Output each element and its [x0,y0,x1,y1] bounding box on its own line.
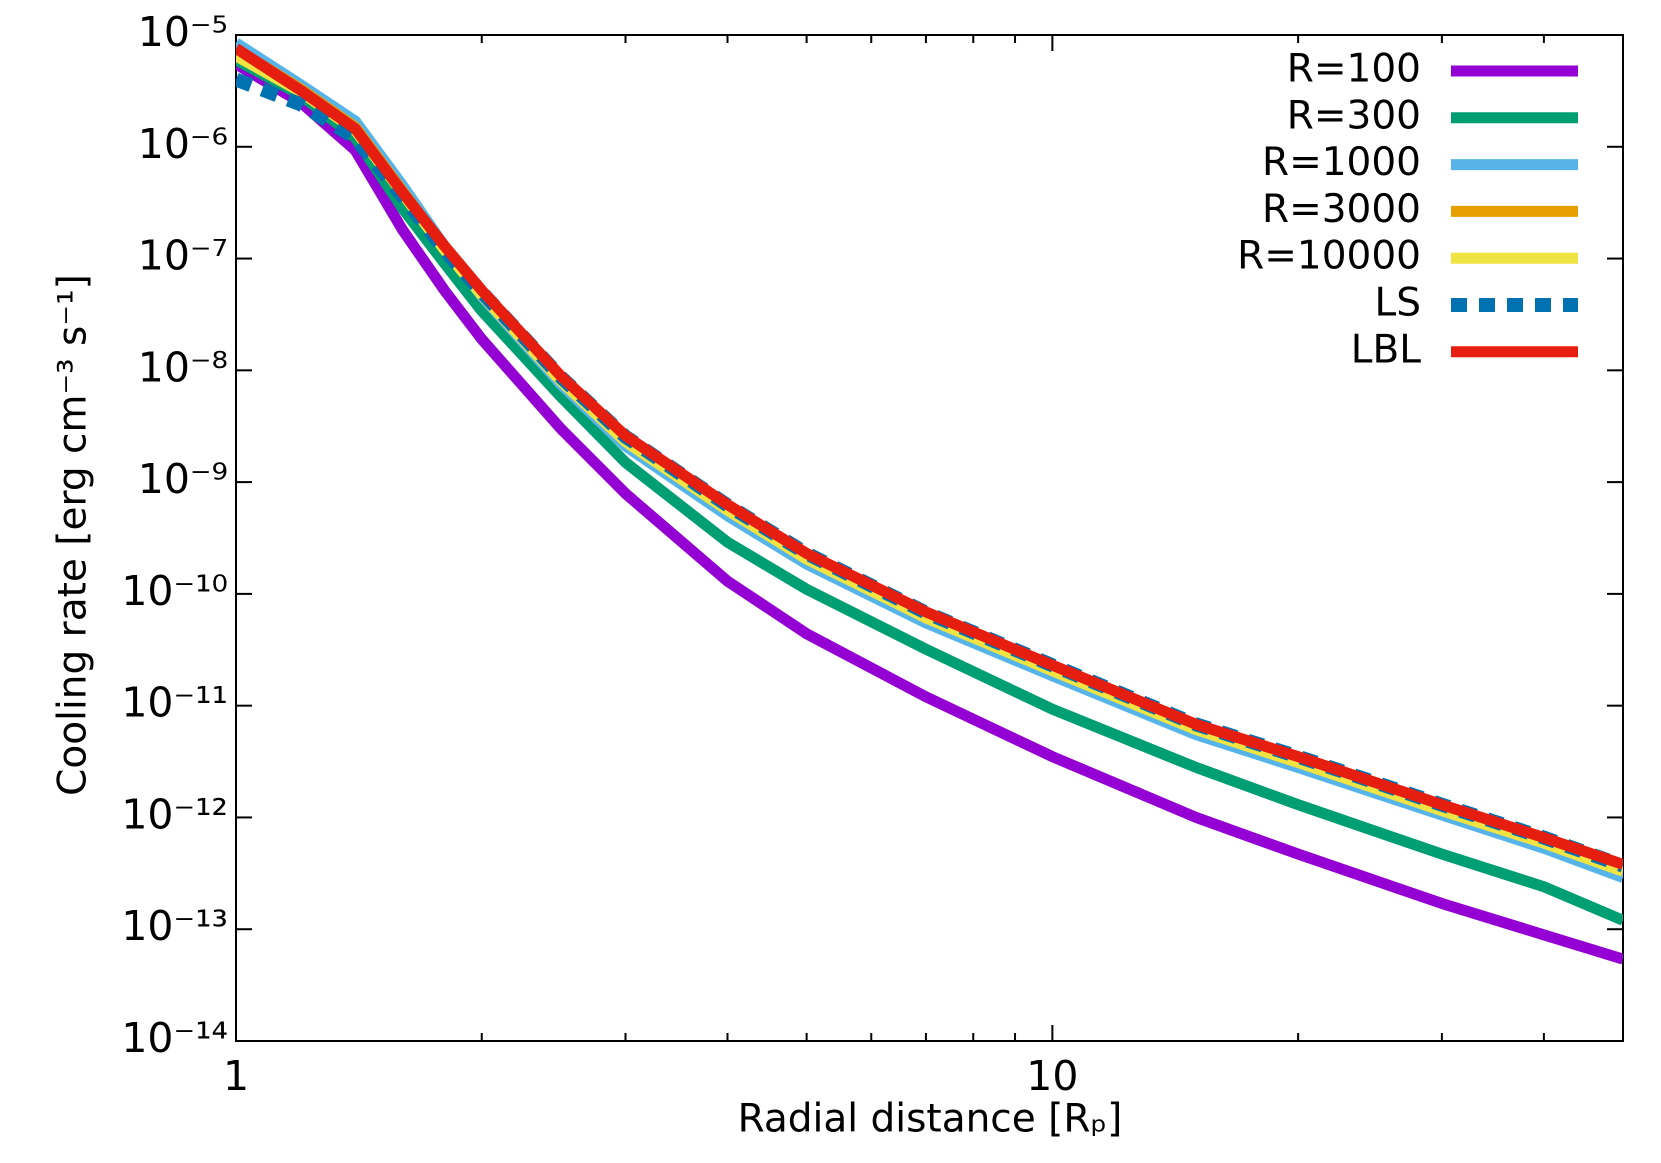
x-tick-label: 1 [223,1052,249,1100]
legend-label: LBL [1351,327,1421,372]
legend-label: R=3000 [1262,187,1421,232]
series-line [236,43,1623,870]
legend-label: R=10000 [1237,234,1421,279]
x-axis-title: Radial distance [Rₚ] [738,1097,1123,1142]
y-tick-label: 10⁻⁹ [138,455,228,503]
y-tick-label: 10⁻¹³ [121,902,228,950]
y-tick-label: 10⁻¹⁰ [121,567,228,615]
plot-area [236,38,1623,965]
x-tick-label: 10 [1026,1052,1078,1100]
legend-label: R=100 [1287,47,1421,92]
series-line [236,59,1623,965]
legend-label: LS [1375,281,1421,326]
plot-frame [235,34,1624,1042]
y-tick-label: 10⁻⁵ [138,8,228,56]
y-tick-label: 10⁻⁷ [138,232,228,280]
y-tick-label: 10⁻⁸ [138,343,228,391]
y-tick-label: 10⁻¹¹ [121,679,228,727]
series-line [236,54,1623,926]
y-tick-label: 10⁻¹⁴ [121,1014,228,1062]
y-axis-title: Cooling rate [erg cm⁻³ s⁻¹] [51,274,96,796]
legend-label: R=300 [1287,93,1421,138]
y-tick-label: 10⁻⁶ [138,120,228,168]
y-tick-label: 10⁻¹² [121,790,228,838]
legend-label: R=1000 [1262,140,1421,185]
